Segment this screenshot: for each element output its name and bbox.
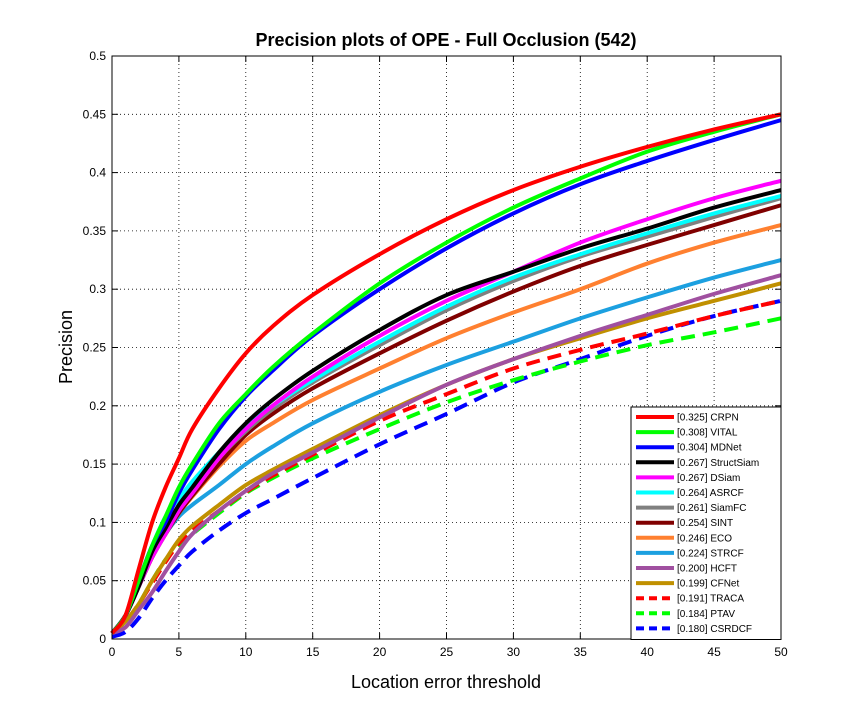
- y-axis-ticks: 0 0.05 0.1 0.15 0.2 0.25 0.3 0.35 0.4 0.45 0.5: [83, 49, 781, 646]
- chart-title: Precision plots of OPE - Full Occlusion …: [255, 30, 636, 50]
- x-tick-label: 5: [176, 645, 183, 659]
- legend-entry-2: [0.304] MDNet: [677, 443, 742, 454]
- x-tick-label: 0: [109, 645, 116, 659]
- x-axis-label: Location error threshold: [351, 672, 541, 692]
- legend-entry-4: [0.267] DSiam: [677, 473, 740, 484]
- x-tick-label: 15: [306, 645, 320, 659]
- y-tick-label: 0.05: [83, 574, 107, 588]
- series-line-4: [110, 178, 782, 635]
- y-tick-label: 0.2: [89, 399, 106, 413]
- x-tick-label: 35: [574, 645, 588, 659]
- x-tick-label: 20: [373, 645, 387, 659]
- x-tick-label: 30: [507, 645, 521, 659]
- y-tick-label: 0.25: [83, 341, 107, 355]
- legend-entry-14: [0.180] CSRDCF: [677, 624, 752, 635]
- legend-entry-0: [0.325] CRPN: [677, 413, 739, 424]
- x-tick-label: 25: [440, 645, 454, 659]
- y-tick-label: 0: [99, 632, 106, 646]
- x-tick-label: 50: [774, 645, 788, 659]
- x-tick-label: 10: [239, 645, 253, 659]
- legend: [0.325] CRPN [0.308] VITAL [0.304] MDNet [0…: [630, 406, 782, 640]
- series-line-10: [111, 273, 782, 636]
- legend-entry-11: [0.199] CFNet: [677, 579, 739, 590]
- series-line-11: [110, 281, 782, 635]
- legend-entry-12: [0.191] TRACA: [677, 594, 744, 605]
- y-tick-label: 0.4: [89, 166, 106, 180]
- legend-entry-3: [0.267] StructSiam: [677, 458, 759, 469]
- series-line-1: [110, 112, 782, 635]
- legend-entry-8: [0.246] ECO: [677, 533, 732, 544]
- y-tick-label: 0.15: [83, 457, 107, 471]
- y-tick-label: 0.35: [83, 224, 107, 238]
- y-axis-label: Precision: [56, 310, 76, 384]
- legend-entry-13: [0.184] PTAV: [677, 609, 735, 620]
- y-tick-label: 0.5: [89, 49, 106, 63]
- x-axis-ticks: 0 5 10 15 20 25 30 35 40 45 50: [109, 56, 788, 659]
- y-tick-label: 0.3: [89, 282, 106, 296]
- series-lines: [110, 112, 782, 639]
- series-line-14: [111, 298, 782, 639]
- series-line-3: [110, 188, 782, 635]
- legend-entry-5: [0.264] ASRCF: [677, 488, 744, 499]
- legend-entry-10: [0.200] HCFT: [677, 564, 737, 575]
- x-tick-label: 45: [707, 645, 721, 659]
- x-tick-label: 40: [641, 645, 655, 659]
- legend-entry-9: [0.224] STRCF: [677, 548, 744, 559]
- legend-entry-6: [0.261] SiamFC: [677, 503, 746, 514]
- y-tick-label: 0.1: [89, 515, 106, 529]
- series-line-0: [110, 112, 782, 635]
- legend-entry-7: [0.254] SINT: [677, 518, 733, 529]
- legend-entry-1: [0.308] VITAL: [677, 428, 738, 439]
- y-tick-label: 0.45: [83, 107, 107, 121]
